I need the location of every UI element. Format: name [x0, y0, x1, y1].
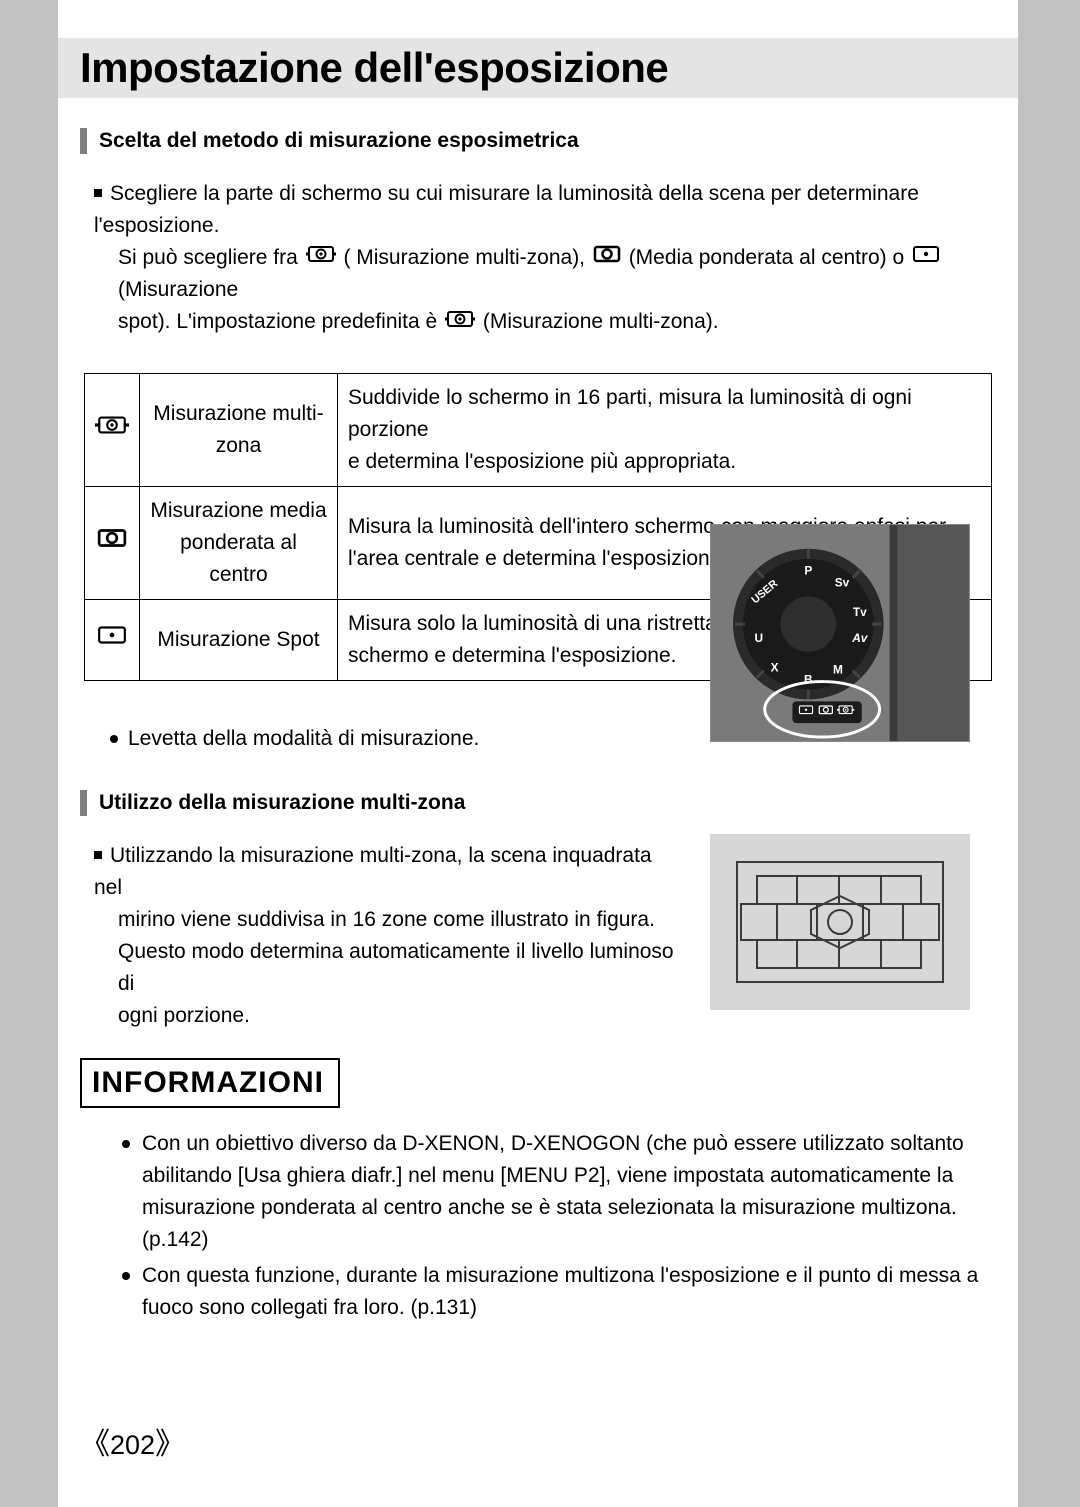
svg-text:Av: Av [851, 631, 869, 645]
intro-b-pre: Si può scegliere fra [118, 246, 304, 269]
spot-icon [912, 242, 940, 274]
intro-b-mid1: ( Misurazione multi-zona), [338, 246, 591, 269]
info-item: Con questa funzione, durante la misurazi… [122, 1260, 996, 1324]
intro-c-pre: spot). L'impostazione predefinita è [118, 310, 443, 333]
sub-heading-2: Utilizzo della misurazione multi-zona [80, 790, 996, 816]
row-name-cell: Misurazione Spot [140, 599, 338, 680]
info-box: INFORMAZIONI Con un obiettivo diverso da… [78, 1058, 996, 1328]
camera-dial-illustration: P Sv Tv Av M B X U USER [710, 524, 970, 742]
intro-b-mid2: (Media ponderata al centro) o [623, 246, 910, 269]
svg-text:Tv: Tv [853, 605, 867, 619]
svg-text:M: M [833, 663, 843, 677]
title-bar: Impostazione dell'esposizione [58, 38, 1018, 98]
intro-c-post: (Misurazione multi-zona). [477, 310, 719, 333]
intro-b-post: (Misurazione [118, 278, 238, 301]
row-icon-cell [85, 373, 140, 486]
info-list: Con un obiettivo diverso da D-XENON, D-X… [122, 1128, 996, 1324]
zone-diagram-illustration [710, 834, 970, 1010]
info-title: INFORMAZIONI [80, 1058, 340, 1108]
row-desc-cell: Suddivide lo schermo in 16 parti, misura… [338, 373, 992, 486]
svg-text:X: X [771, 661, 779, 675]
center-weighted-icon [593, 242, 621, 274]
svg-text:P: P [804, 564, 812, 578]
page-number: 《202》 [80, 1419, 185, 1463]
section-1: Scelta del metodo di misurazione esposim… [80, 128, 996, 755]
section-2: Utilizzo della misurazione multi-zona Ut… [80, 790, 996, 1032]
intro-paragraph: Scegliere la parte di schermo su cui mis… [94, 178, 996, 339]
sub-heading-1: Scelta del metodo di misurazione esposim… [80, 128, 996, 154]
sub-heading-1-text: Scelta del metodo di misurazione esposim… [99, 129, 579, 153]
table-row: Misurazione multi- zona Suddivide lo sch… [85, 373, 992, 486]
intro-a: Scegliere la parte di schermo su cui mis… [94, 182, 919, 237]
row-name-cell: Misurazione media ponderata al centro [140, 486, 338, 599]
page: Impostazione dell'esposizione Scelta del… [58, 0, 1018, 1507]
multizone-icon [306, 242, 336, 274]
row-icon-cell [85, 599, 140, 680]
row-icon-cell [85, 486, 140, 599]
svg-text:B: B [804, 673, 813, 687]
svg-text:Sv: Sv [835, 575, 850, 589]
row-name-cell: Misurazione multi- zona [140, 373, 338, 486]
accent-bar [80, 128, 87, 154]
sub-heading-2-text: Utilizzo della misurazione multi-zona [99, 791, 465, 815]
svg-text:U: U [754, 631, 763, 645]
section2-paragraph: Utilizzando la misurazione multi-zona, l… [94, 840, 684, 1032]
multizone-icon [445, 307, 475, 339]
square-bullet-icon [94, 851, 102, 859]
square-bullet-icon [94, 189, 102, 197]
accent-bar [80, 790, 87, 816]
page-title: Impostazione dell'esposizione [80, 44, 668, 92]
info-item: Con un obiettivo diverso da D-XENON, D-X… [122, 1128, 996, 1256]
